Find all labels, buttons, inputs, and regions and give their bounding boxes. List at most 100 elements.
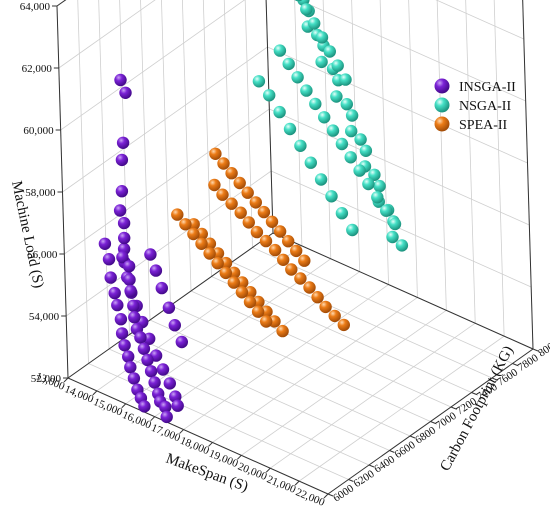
data-point-insga — [113, 204, 127, 217]
data-point-spea — [211, 257, 224, 270]
data-point-nsga — [263, 89, 276, 102]
data-point-nsga — [326, 124, 340, 137]
data-point-nsga — [368, 168, 381, 181]
legend-marker-nsga — [434, 97, 450, 113]
data-point-spea — [294, 272, 307, 285]
data-point-insga — [115, 327, 129, 340]
left-wall-gridline — [140, 0, 151, 321]
data-point-nsga — [273, 105, 286, 119]
data-point-nsga — [353, 164, 366, 177]
data-point-spea — [257, 205, 271, 219]
z-tick-label: 56,000 — [27, 249, 58, 261]
legend-label-spea: SPEA-II — [459, 118, 508, 133]
data-point-spea — [171, 208, 184, 221]
data-point-insga — [127, 372, 141, 385]
x-tick-mark — [92, 390, 98, 396]
data-point-insga — [137, 342, 151, 355]
x-tick-mark — [121, 403, 127, 409]
left-wall-gridline — [77, 0, 89, 364]
legend-label-nsga: NSGA-II — [459, 99, 511, 114]
data-point-spea — [241, 186, 254, 199]
data-point-insga — [102, 253, 116, 266]
data-point-spea — [208, 178, 221, 192]
left-wall-gridline — [223, 0, 233, 263]
left-wall-gridline — [60, 0, 246, 131]
data-point-insga — [111, 298, 124, 312]
left-wall-gridline — [56, 0, 67, 7]
data-point-insga — [175, 335, 188, 349]
data-point-spea — [225, 197, 238, 210]
data-point-insga — [160, 410, 173, 424]
data-point-nsga — [315, 55, 328, 69]
x-tick-label: 16,000 — [120, 409, 153, 432]
data-point-spea — [234, 206, 247, 219]
data-point-insga — [127, 299, 140, 312]
data-point-nsga — [331, 59, 344, 72]
right-wall-gridline — [269, 108, 530, 226]
legend-marker-spea — [434, 116, 450, 132]
data-point-spea — [259, 234, 273, 248]
y-tick-mark — [348, 479, 354, 482]
data-point-spea — [249, 196, 262, 209]
data-point-spea — [328, 309, 341, 323]
data-point-nsga — [371, 191, 384, 204]
data-point-insga — [156, 363, 170, 376]
right-wall-gridline — [267, 46, 528, 164]
legend-item-spea: SPEA-II — [434, 116, 508, 133]
data-point-nsga — [294, 0, 303, 2]
right-wall-gridline — [408, 0, 418, 298]
x-tick-mark — [208, 442, 213, 447]
x-tick-label: 21,000 — [265, 473, 298, 496]
data-point-insga — [138, 400, 151, 413]
y-tick-label: 6800 — [413, 424, 438, 446]
data-point-nsga — [386, 230, 399, 244]
data-point-spea — [217, 157, 230, 170]
data-point-spea — [319, 300, 332, 314]
z-tick-label: 64,000 — [20, 1, 51, 13]
y-tick-mark — [491, 377, 498, 381]
y-tick-label: 6400 — [372, 453, 397, 475]
data-point-nsga — [252, 75, 266, 88]
data-point-insga — [163, 377, 176, 390]
z-tick-label: 54,000 — [29, 311, 60, 323]
legend-item-nsga: NSGA-II — [434, 97, 511, 114]
axis-frame-edge — [522, 0, 534, 350]
data-point-insga — [148, 376, 161, 389]
data-point-nsga — [300, 3, 313, 16]
data-point-nsga — [388, 217, 402, 231]
data-point-nsga — [282, 57, 295, 71]
data-point-nsga — [308, 17, 321, 30]
data-point-insga — [116, 136, 130, 149]
data-point-spea — [337, 318, 350, 332]
data-point-spea — [251, 305, 265, 318]
x-tick-mark — [179, 429, 184, 434]
data-point-insga — [116, 251, 129, 264]
data-point-insga — [168, 319, 181, 332]
right-wall-gridline — [493, 0, 505, 337]
data-point-spea — [216, 188, 229, 201]
z-tick-label: 58,000 — [25, 187, 56, 199]
x-tick-label: 18,000 — [178, 435, 211, 458]
data-point-insga — [115, 153, 129, 167]
data-point-insga — [144, 248, 157, 261]
y-tick-mark — [430, 421, 436, 424]
data-point-nsga — [373, 179, 386, 193]
data-point-insga — [122, 350, 135, 363]
data-point-spea — [298, 254, 311, 267]
data-point-nsga — [330, 90, 343, 103]
right-wall-gridline — [435, 0, 524, 40]
data-point-spea — [277, 253, 290, 266]
y-tick-mark — [512, 363, 518, 366]
y-tick-mark — [368, 464, 375, 468]
data-point-spea — [209, 147, 222, 160]
data-point-insga — [144, 365, 158, 378]
data-point-insga — [128, 311, 141, 324]
x-tick-label: 17,000 — [149, 422, 182, 445]
data-point-nsga — [315, 31, 329, 44]
x-tick-mark — [294, 480, 300, 486]
left-wall-gridline — [64, 108, 270, 255]
right-wall-gridline — [271, 170, 532, 288]
x-tick-mark — [236, 454, 242, 460]
data-point-insga — [149, 264, 163, 277]
